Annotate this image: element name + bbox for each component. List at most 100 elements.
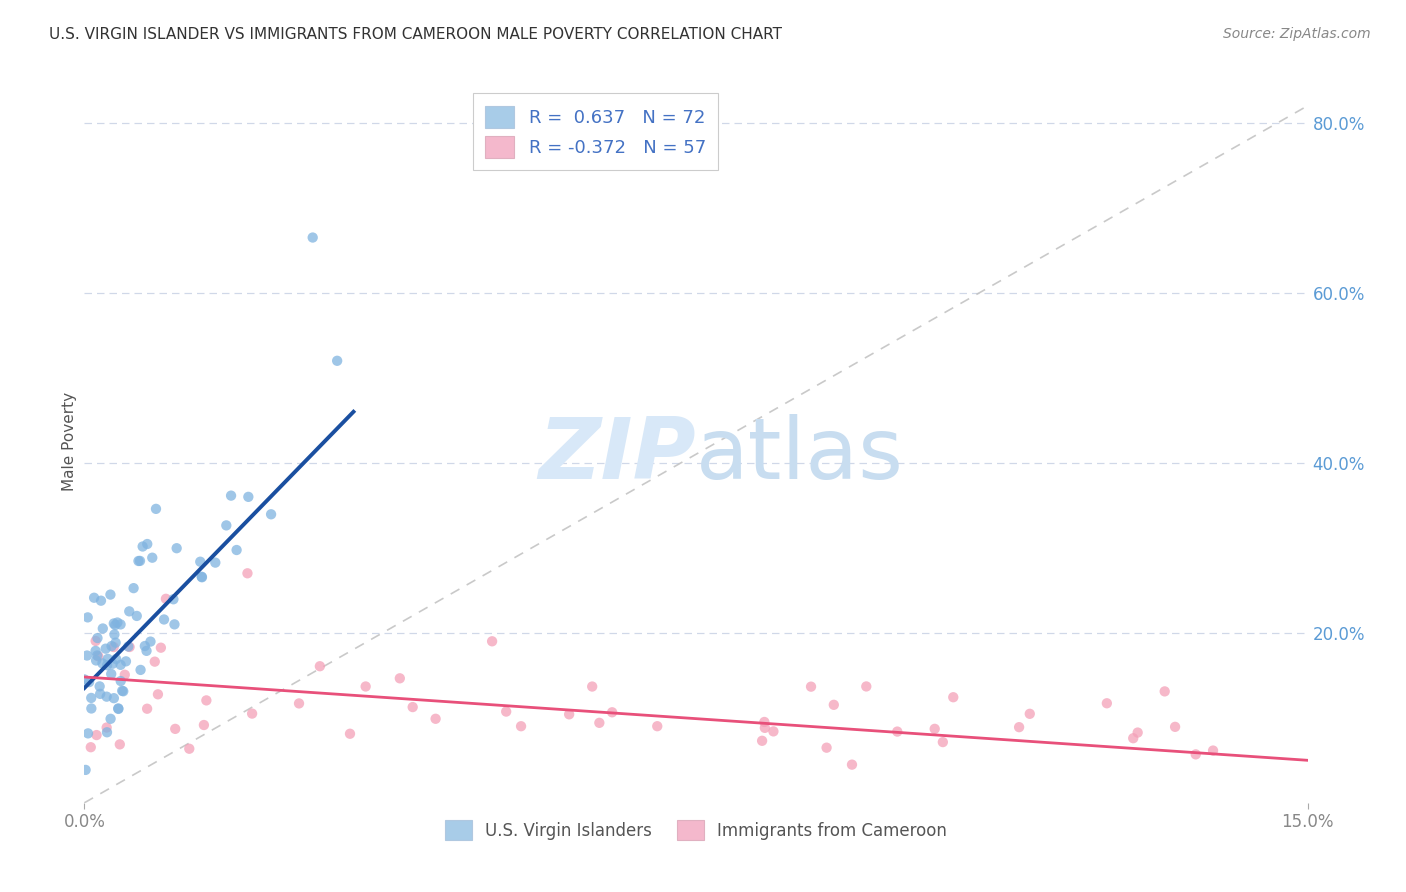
Point bbox=[924, 722, 946, 736]
Point bbox=[110, 657, 132, 672]
Point bbox=[96, 658, 118, 673]
Point bbox=[886, 724, 908, 739]
Point bbox=[118, 640, 141, 654]
Point bbox=[77, 726, 100, 740]
Point bbox=[89, 679, 111, 693]
Point bbox=[1008, 720, 1031, 734]
Point bbox=[84, 634, 107, 648]
Point bbox=[339, 727, 361, 741]
Point bbox=[117, 640, 139, 654]
Point bbox=[141, 550, 163, 565]
Point bbox=[86, 648, 108, 663]
Point bbox=[129, 554, 152, 568]
Point bbox=[645, 719, 668, 733]
Point bbox=[114, 667, 136, 681]
Point bbox=[388, 671, 411, 685]
Point bbox=[118, 604, 141, 618]
Point bbox=[143, 655, 166, 669]
Point bbox=[588, 715, 610, 730]
Point bbox=[215, 518, 238, 533]
Point bbox=[260, 508, 283, 522]
Point bbox=[80, 701, 103, 715]
Point bbox=[751, 733, 773, 747]
Point bbox=[800, 680, 823, 694]
Point bbox=[581, 680, 603, 694]
Point bbox=[91, 622, 114, 636]
Point bbox=[149, 640, 172, 655]
Point bbox=[1122, 731, 1144, 746]
Point bbox=[942, 690, 965, 705]
Point bbox=[754, 721, 776, 735]
Point bbox=[301, 230, 323, 244]
Legend: U.S. Virgin Islanders, Immigrants from Cameroon: U.S. Virgin Islanders, Immigrants from C… bbox=[437, 812, 955, 848]
Point bbox=[135, 644, 157, 658]
Point bbox=[225, 543, 247, 558]
Point bbox=[163, 617, 186, 632]
Point bbox=[754, 714, 776, 729]
Point bbox=[80, 690, 103, 705]
Text: atlas: atlas bbox=[696, 415, 904, 498]
Point bbox=[96, 721, 118, 735]
Point bbox=[87, 649, 110, 664]
Point bbox=[188, 555, 211, 569]
Point bbox=[1018, 706, 1040, 721]
Point bbox=[110, 617, 132, 632]
Point bbox=[94, 641, 117, 656]
Point bbox=[80, 740, 103, 755]
Point bbox=[89, 687, 111, 701]
Point bbox=[425, 712, 447, 726]
Point bbox=[236, 566, 259, 581]
Point bbox=[145, 501, 167, 516]
Point bbox=[240, 706, 263, 721]
Point bbox=[204, 556, 226, 570]
Y-axis label: Male Poverty: Male Poverty bbox=[62, 392, 77, 491]
Point bbox=[1153, 684, 1175, 698]
Point bbox=[136, 702, 159, 716]
Point bbox=[103, 616, 125, 631]
Point bbox=[762, 724, 785, 739]
Point bbox=[238, 490, 260, 504]
Point bbox=[103, 691, 125, 706]
Point bbox=[165, 722, 187, 736]
Point bbox=[107, 702, 129, 716]
Point bbox=[76, 648, 98, 663]
Point bbox=[193, 718, 215, 732]
Point bbox=[100, 588, 122, 602]
Point bbox=[558, 707, 581, 722]
Point bbox=[100, 639, 122, 653]
Point bbox=[1202, 743, 1225, 757]
Point bbox=[134, 639, 156, 653]
Point bbox=[107, 701, 129, 715]
Point bbox=[76, 610, 98, 624]
Point bbox=[153, 612, 176, 626]
Point bbox=[73, 673, 96, 687]
Point bbox=[103, 627, 125, 641]
Point bbox=[402, 700, 425, 714]
Point bbox=[111, 683, 134, 698]
Point bbox=[104, 618, 127, 632]
Point bbox=[841, 757, 863, 772]
Point bbox=[108, 738, 131, 752]
Point bbox=[1184, 747, 1206, 762]
Text: Source: ZipAtlas.com: Source: ZipAtlas.com bbox=[1223, 27, 1371, 41]
Point bbox=[84, 653, 107, 667]
Point bbox=[309, 659, 332, 673]
Point bbox=[855, 680, 877, 694]
Point bbox=[90, 593, 112, 607]
Point bbox=[1095, 696, 1118, 710]
Point bbox=[103, 640, 125, 654]
Point bbox=[100, 712, 122, 726]
Point bbox=[96, 725, 118, 739]
Point bbox=[354, 680, 377, 694]
Point bbox=[139, 634, 162, 648]
Point bbox=[179, 741, 201, 756]
Point bbox=[101, 657, 124, 671]
Point bbox=[83, 591, 105, 605]
Point bbox=[932, 735, 955, 749]
Point bbox=[146, 687, 169, 701]
Text: ZIP: ZIP bbox=[538, 415, 696, 498]
Point bbox=[481, 634, 503, 648]
Point bbox=[129, 663, 152, 677]
Point bbox=[125, 609, 148, 624]
Point bbox=[195, 693, 218, 707]
